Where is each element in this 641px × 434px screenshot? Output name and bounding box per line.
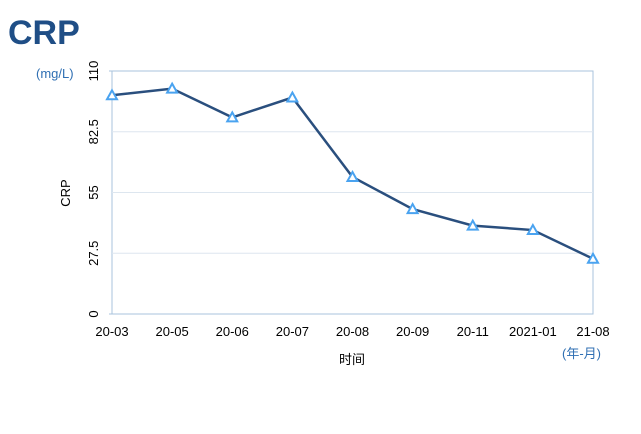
y-tick-label: 27.5 bbox=[86, 241, 101, 266]
y-tick-label: 0 bbox=[86, 310, 101, 317]
x-tick-label: 20-05 bbox=[156, 324, 189, 339]
y-tick-label: 110 bbox=[86, 61, 101, 82]
marker bbox=[105, 88, 119, 101]
y-tick-label: 82.5 bbox=[86, 119, 101, 144]
x-tick-label: 20-09 bbox=[396, 324, 429, 339]
chart-title: CRP bbox=[8, 14, 80, 52]
x-tick-label: 2021-01 bbox=[509, 324, 557, 339]
x-axis-title: 时间 bbox=[339, 352, 365, 367]
x-tick-label: 21-08 bbox=[576, 324, 609, 339]
marker bbox=[345, 169, 360, 183]
marker bbox=[586, 251, 600, 264]
x-tick-label: 20-08 bbox=[336, 324, 369, 339]
marker bbox=[526, 222, 540, 236]
marker bbox=[466, 218, 480, 231]
marker bbox=[165, 81, 179, 94]
marker bbox=[405, 202, 420, 215]
x-tick-label: 20-07 bbox=[276, 324, 309, 339]
y-tick-label: 55 bbox=[86, 185, 101, 199]
marker bbox=[285, 90, 300, 103]
x-unit: (年-月) bbox=[562, 346, 601, 361]
x-tick-label: 20-06 bbox=[216, 324, 249, 339]
x-tick-label: 20-03 bbox=[95, 324, 128, 339]
marker bbox=[225, 110, 239, 123]
y-axis-title: CRP bbox=[58, 179, 73, 206]
y-unit: (mg/L) bbox=[36, 66, 74, 81]
x-tick-label: 20-11 bbox=[457, 324, 489, 339]
